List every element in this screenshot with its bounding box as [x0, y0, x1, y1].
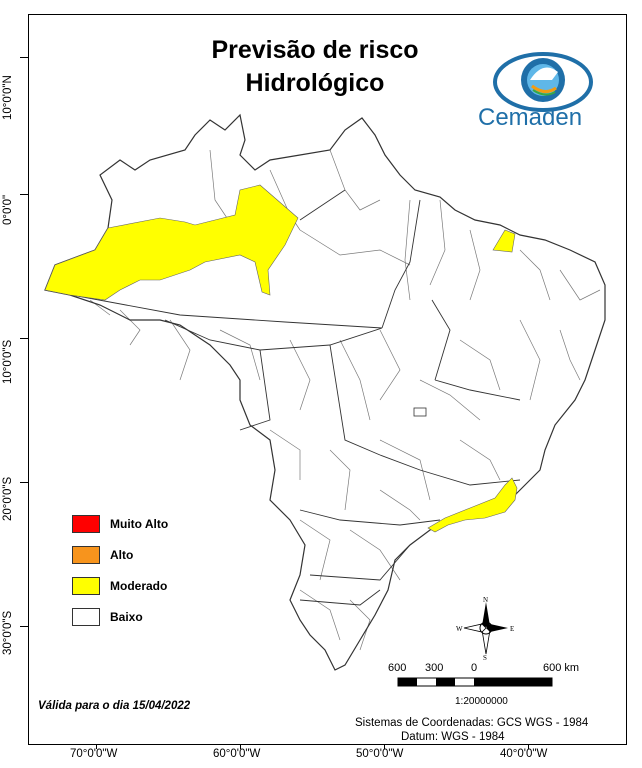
legend-label: Baixo: [110, 609, 143, 624]
legend-item: Moderado: [72, 570, 168, 601]
coord-line-1: Sistemas de Coordenadas: GCS WGS - 1984: [355, 717, 589, 729]
legend-swatch-alto: [72, 545, 100, 564]
scale-ratio: 1:20000000: [455, 696, 508, 707]
coordinate-system: Sistemas de Coordenadas: GCS WGS - 1984 …: [355, 716, 588, 744]
valid-date: Válida para o dia 15/04/2022: [38, 700, 191, 712]
compass-rose-icon: N S W E: [456, 596, 514, 660]
lat-tick: [20, 482, 28, 483]
map-title: Previsão de risco Hidrológico: [150, 34, 480, 100]
scale-label: 0: [471, 662, 478, 674]
state-lines: [44, 189, 521, 606]
legend-item: Alto: [72, 539, 168, 570]
brazil-outline: [44, 113, 606, 671]
scale-label: 600: [388, 662, 407, 674]
legend-swatch-baixo: [72, 607, 100, 626]
scale-label: 600 km: [543, 662, 580, 674]
map-frame: [28, 14, 627, 745]
lat-tick: [20, 57, 28, 58]
legend: Muito Alto Alto Moderado Baixo: [72, 508, 168, 632]
compass-w: W: [456, 625, 463, 633]
lon-label-60w: 60°0'0"W: [213, 748, 261, 760]
legend-swatch-muito-alto: [72, 514, 100, 533]
compass-s: S: [483, 654, 487, 660]
lat-tick: [20, 194, 28, 195]
lat-tick: [20, 626, 28, 627]
legend-swatch-moderado: [72, 576, 100, 595]
cemaden-eye-logo: [493, 52, 593, 112]
legend-label: Muito Alto: [110, 516, 169, 531]
risk-region-amazon: [44, 184, 299, 301]
lon-label-50w: 50°0'0"W: [356, 748, 404, 760]
compass-n: N: [483, 596, 488, 604]
title-line-1: Previsão de risco: [211, 36, 419, 64]
lon-tick: [240, 745, 241, 749]
legend-item: Muito Alto: [72, 508, 168, 539]
legend-item: Baixo: [72, 601, 168, 632]
lon-tick: [384, 745, 385, 749]
lon-tick: [528, 745, 529, 749]
lon-tick: [96, 745, 97, 749]
lon-label-70w: 70°0'0"W: [70, 748, 118, 760]
coord-line-2: Datum: WGS - 1984: [401, 731, 505, 743]
scale-bar: [397, 677, 553, 687]
compass-e: E: [510, 625, 514, 633]
lat-tick: [20, 338, 28, 339]
federal-district: [413, 407, 427, 417]
legend-label: Moderado: [110, 578, 168, 593]
title-line-2: Hidrológico: [245, 69, 385, 97]
legend-label: Alto: [110, 547, 134, 562]
logo-text: Cemaden: [478, 104, 583, 131]
scale-label: 300: [425, 662, 444, 674]
risk-region-rio: [427, 477, 518, 533]
lon-label-40w: 40°0'0"W: [500, 748, 548, 760]
risk-region-ceara: [492, 229, 516, 253]
